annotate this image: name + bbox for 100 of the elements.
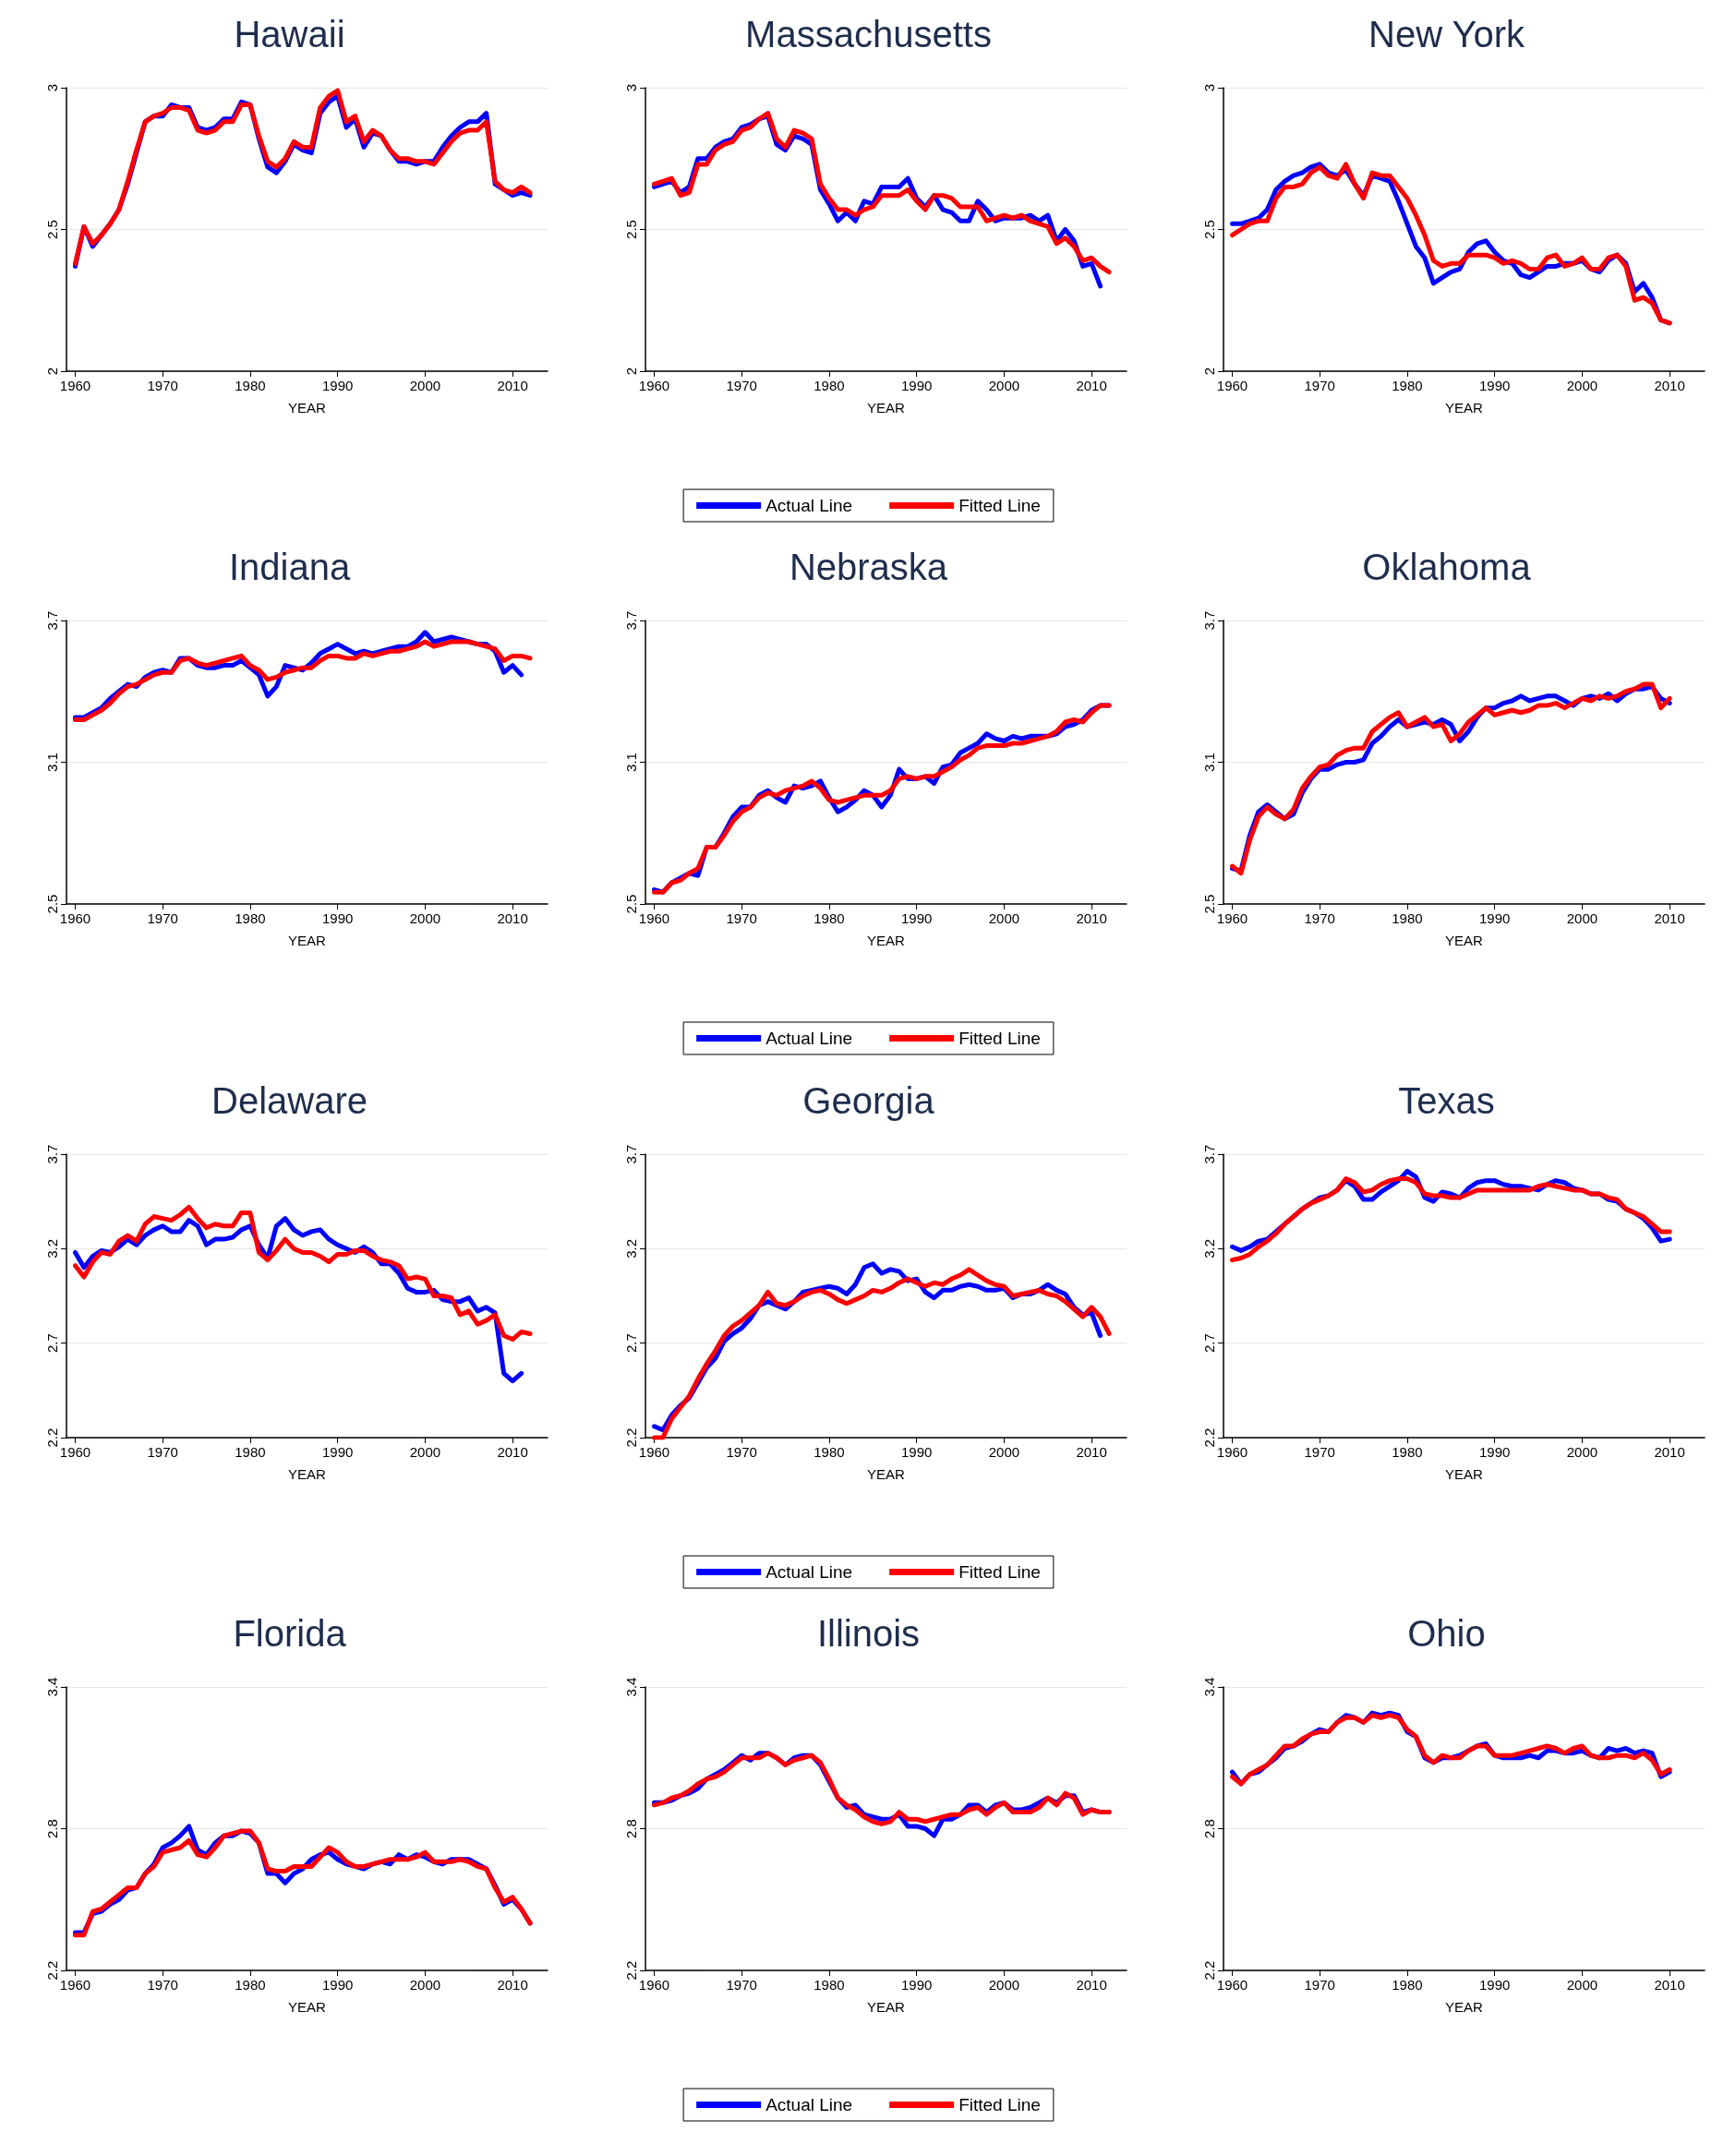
x-tick-label: 1980 [813,1443,845,1460]
x-tick-label: 2010 [1654,910,1686,927]
x-tick-label: 1960 [59,378,91,393]
x-tick-label: 1990 [321,378,354,393]
legend-label: Actual Line [765,1561,852,1582]
x-tick-label: 2010 [1076,910,1107,927]
y-tick-label: 2.8 [622,1818,639,1838]
chart-title: New York [1368,14,1526,54]
y-tick-label: 3.4 [44,1677,60,1697]
y-tick-label: 2.2 [1201,1427,1218,1447]
y-tick-label: 3.7 [622,610,639,631]
x-tick-label: 1980 [1392,910,1423,927]
y-tick-label: 2 [622,367,639,376]
x-tick-label: 2010 [1076,378,1107,393]
x-tick-label: 1960 [1217,1976,1248,1993]
y-tick-label: 3.2 [1201,1238,1218,1259]
x-axis-title: YEAR [288,1998,327,2015]
x-tick-label: 2000 [988,910,1019,927]
x-axis-title: YEAR [866,1465,905,1482]
chart-title: Florida [233,1612,347,1654]
y-tick-label: 2.2 [622,1427,639,1447]
x-tick-label: 1960 [638,1443,669,1460]
y-tick-label: 2 [1201,367,1218,376]
x-axis-title: YEAR [288,933,327,949]
x-tick-label: 2000 [409,910,441,927]
y-tick-label: 3.2 [44,1238,60,1259]
x-tick-label: 1980 [235,1443,266,1460]
x-tick-label: 1990 [900,910,932,927]
y-tick-label: 3.7 [1201,610,1218,631]
x-tick-label: 1990 [1479,1443,1511,1460]
y-tick-label: 3 [622,83,639,92]
chart-title: Georgia [802,1079,935,1121]
y-tick-label: 3.7 [622,1144,639,1163]
x-tick-label: 1970 [147,910,178,927]
x-tick-label: 2010 [497,378,528,393]
x-axis-title: YEAR [1445,933,1484,949]
x-tick-label: 1980 [1392,378,1423,393]
y-tick-label: 2.8 [44,1818,60,1838]
x-tick-label: 1980 [235,378,266,393]
y-tick-label: 3.7 [1201,1144,1218,1163]
x-tick-label: 2000 [988,378,1019,393]
x-tick-label: 2000 [988,1443,1019,1460]
x-tick-label: 1960 [1217,1443,1248,1460]
x-tick-label: 1980 [1392,1976,1423,1993]
x-tick-label: 1990 [900,1976,932,1993]
y-tick-label: 2.5 [1201,894,1218,914]
x-tick-label: 1990 [900,378,932,393]
x-tick-label: 2010 [1654,378,1686,393]
x-tick-label: 1990 [321,1976,354,1993]
chart-title: Nebraska [789,547,948,588]
x-tick-label: 1960 [638,1976,669,1993]
x-tick-label: 1990 [1479,910,1511,927]
x-tick-label: 1970 [726,378,757,393]
legend-label: Fitted Line [958,496,1041,515]
y-tick-label: 3.7 [44,1144,60,1163]
chart-title: Hawaii [234,14,345,54]
y-tick-label: 2 [44,367,60,376]
x-tick-label: 1980 [813,1976,845,1993]
x-tick-label: 1990 [1479,378,1511,393]
x-tick-label: 1960 [1217,910,1248,927]
y-tick-label: 2.2 [44,1960,60,1981]
legend-label: Fitted Line [958,1561,1041,1582]
x-tick-label: 2000 [1567,1976,1598,1993]
y-tick-label: 2.7 [1201,1332,1218,1353]
y-tick-label: 2.2 [1201,1960,1218,1981]
y-tick-label: 3 [44,83,60,92]
y-tick-label: 2.5 [44,894,60,914]
legend-label: Actual Line [765,1029,852,1049]
x-tick-label: 1970 [1304,1443,1336,1460]
x-tick-label: 2010 [1076,1443,1107,1460]
legend-label: Fitted Line [958,2094,1041,2114]
x-axis-title: YEAR [1445,1465,1484,1482]
chart-title: Texas [1398,1079,1496,1121]
y-tick-label: 2.2 [44,1427,60,1447]
y-tick-label: 3.1 [622,753,639,773]
legend-label: Actual Line [765,2094,852,2114]
x-axis-title: YEAR [288,1465,327,1482]
y-tick-label: 2.8 [1201,1818,1218,1838]
x-axis-title: YEAR [1445,1998,1484,2015]
x-tick-label: 2000 [988,1976,1019,1993]
x-tick-label: 1960 [59,1443,91,1460]
chart-title: Indiana [228,547,351,588]
chart-title: Ohio [1407,1612,1487,1654]
x-tick-label: 1990 [321,1443,354,1460]
x-tick-label: 1960 [59,910,91,927]
x-tick-label: 1970 [1304,910,1336,927]
chart-title: Delaware [211,1079,368,1121]
x-tick-label: 1970 [1304,1976,1336,1993]
x-tick-label: 2000 [1567,1443,1598,1460]
x-tick-label: 2000 [1567,378,1598,393]
x-tick-label: 1980 [235,1976,266,1993]
x-tick-label: 2000 [409,1443,441,1460]
y-tick-label: 3.7 [44,610,60,631]
x-tick-label: 2000 [1567,910,1598,927]
x-tick-label: 1960 [638,378,669,393]
x-tick-label: 1990 [900,1443,932,1460]
legend-label: Actual Line [765,496,852,515]
y-tick-label: 3.2 [622,1238,639,1259]
x-tick-label: 1980 [813,378,845,393]
y-tick-label: 3.1 [44,753,60,773]
